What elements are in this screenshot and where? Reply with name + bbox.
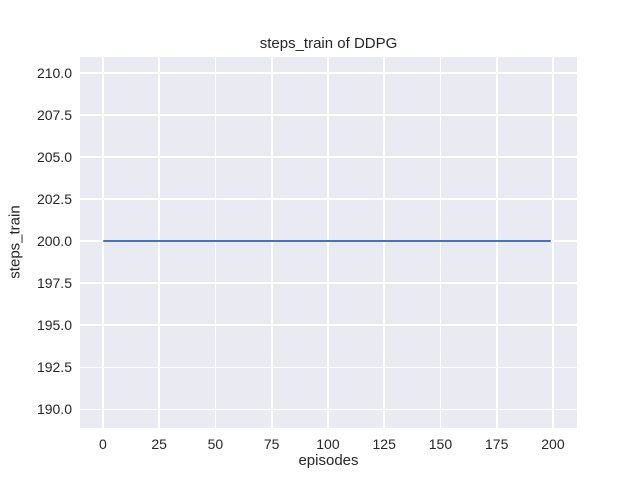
- grid-line-horizontal: [80, 324, 577, 327]
- x-tick-label: 50: [207, 436, 224, 452]
- y-tick-label: 200.0: [36, 233, 72, 250]
- grid-line-horizontal: [80, 366, 577, 369]
- grid-line-vertical: [214, 57, 217, 428]
- x-tick-label: 125: [372, 436, 396, 452]
- y-tick-label: 192.5: [36, 359, 72, 376]
- y-tick-label: 207.5: [36, 107, 72, 124]
- y-tick-label: 195.0: [36, 317, 72, 334]
- x-tick-label: 175: [484, 436, 509, 452]
- grid-line-vertical: [383, 57, 386, 428]
- x-tick-label: 25: [151, 436, 167, 452]
- y-tick-label: 202.5: [36, 191, 72, 208]
- y-tick-label: 210.0: [36, 64, 72, 81]
- x-tick-label: 0: [99, 436, 107, 452]
- y-tick-label: 205.0: [36, 149, 72, 166]
- grid-line-horizontal: [80, 198, 577, 201]
- grid-line-vertical: [102, 57, 104, 428]
- plot-area: [80, 57, 577, 428]
- y-tick-label: 197.5: [36, 275, 72, 292]
- grid-line-vertical: [495, 57, 498, 428]
- grid-line-vertical: [439, 57, 442, 428]
- grid-line-vertical: [158, 57, 161, 428]
- grid-line-horizontal: [80, 72, 577, 74]
- y-tick-label: 190.0: [36, 401, 72, 418]
- x-tick-label: 100: [316, 436, 340, 452]
- grid-line-horizontal: [80, 156, 577, 158]
- x-axis-label: episodes: [298, 452, 359, 469]
- x-tick-label: 200: [541, 436, 565, 452]
- x-tick-label: 75: [263, 436, 280, 452]
- chart-title: steps_train of DDPG: [259, 35, 398, 52]
- grid-line-vertical: [552, 57, 554, 428]
- grid-line-horizontal: [80, 408, 577, 411]
- series-line-steps_train: [102, 240, 551, 243]
- grid-line-horizontal: [80, 114, 577, 116]
- grid-line-vertical: [270, 57, 273, 428]
- x-tick-label: 150: [428, 436, 453, 452]
- grid-line-vertical: [327, 57, 329, 428]
- grid-line-horizontal: [80, 282, 577, 285]
